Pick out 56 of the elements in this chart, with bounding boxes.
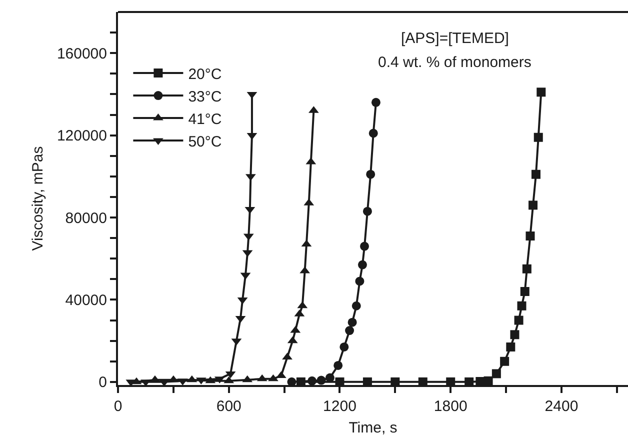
x-tick-label: 1200 — [323, 398, 356, 415]
point — [316, 376, 326, 385]
x-axis-title: Time, s — [348, 420, 398, 436]
annotation: [APS]=[TEMED] — [401, 30, 509, 47]
y-axis-title: Viscosity, mPas — [30, 146, 47, 251]
y-tick-label: 120000 — [56, 128, 107, 145]
point — [492, 369, 501, 378]
point — [476, 377, 485, 385]
point — [510, 330, 520, 340]
point — [340, 342, 349, 352]
x-tick-label: 600 — [216, 398, 242, 415]
point — [506, 342, 516, 352]
point — [348, 318, 357, 327]
point — [536, 88, 546, 97]
point — [366, 170, 376, 179]
point — [268, 374, 278, 382]
legend-label: 50°C — [188, 133, 222, 150]
point — [360, 242, 369, 251]
point — [334, 360, 343, 370]
legend-label: 33°C — [188, 88, 222, 106]
point — [514, 316, 524, 325]
point — [464, 377, 474, 385]
point — [345, 326, 354, 336]
point — [358, 260, 367, 270]
point — [282, 352, 292, 360]
y-tick-label: 0 — [98, 374, 107, 392]
y-tick-label: 80000 — [65, 210, 107, 227]
point — [335, 377, 344, 385]
point — [362, 206, 372, 216]
point — [355, 276, 364, 286]
point — [522, 264, 532, 274]
point — [446, 377, 456, 385]
point — [418, 377, 428, 385]
legend-label: 41°C — [188, 110, 222, 128]
point — [352, 301, 361, 310]
point — [534, 132, 543, 142]
point — [531, 170, 540, 179]
x-tick-label: 2400 — [544, 398, 578, 415]
annotation: 0.4 wt. % of monomers — [378, 54, 532, 71]
point — [362, 377, 372, 385]
point — [517, 301, 526, 310]
point — [368, 128, 378, 138]
point — [308, 376, 317, 385]
point — [500, 356, 510, 366]
point — [287, 377, 296, 385]
point — [528, 200, 538, 210]
y-tick-label: 160000 — [56, 45, 107, 62]
x-tick-label: 0 — [114, 398, 122, 415]
point — [484, 376, 493, 385]
point — [526, 232, 535, 241]
point — [520, 286, 530, 296]
x-tick-label: 1800 — [434, 398, 468, 415]
point — [371, 98, 380, 107]
legend-label: 20°C — [188, 66, 222, 83]
y-tick-label: 40000 — [65, 292, 107, 309]
point — [390, 377, 400, 385]
